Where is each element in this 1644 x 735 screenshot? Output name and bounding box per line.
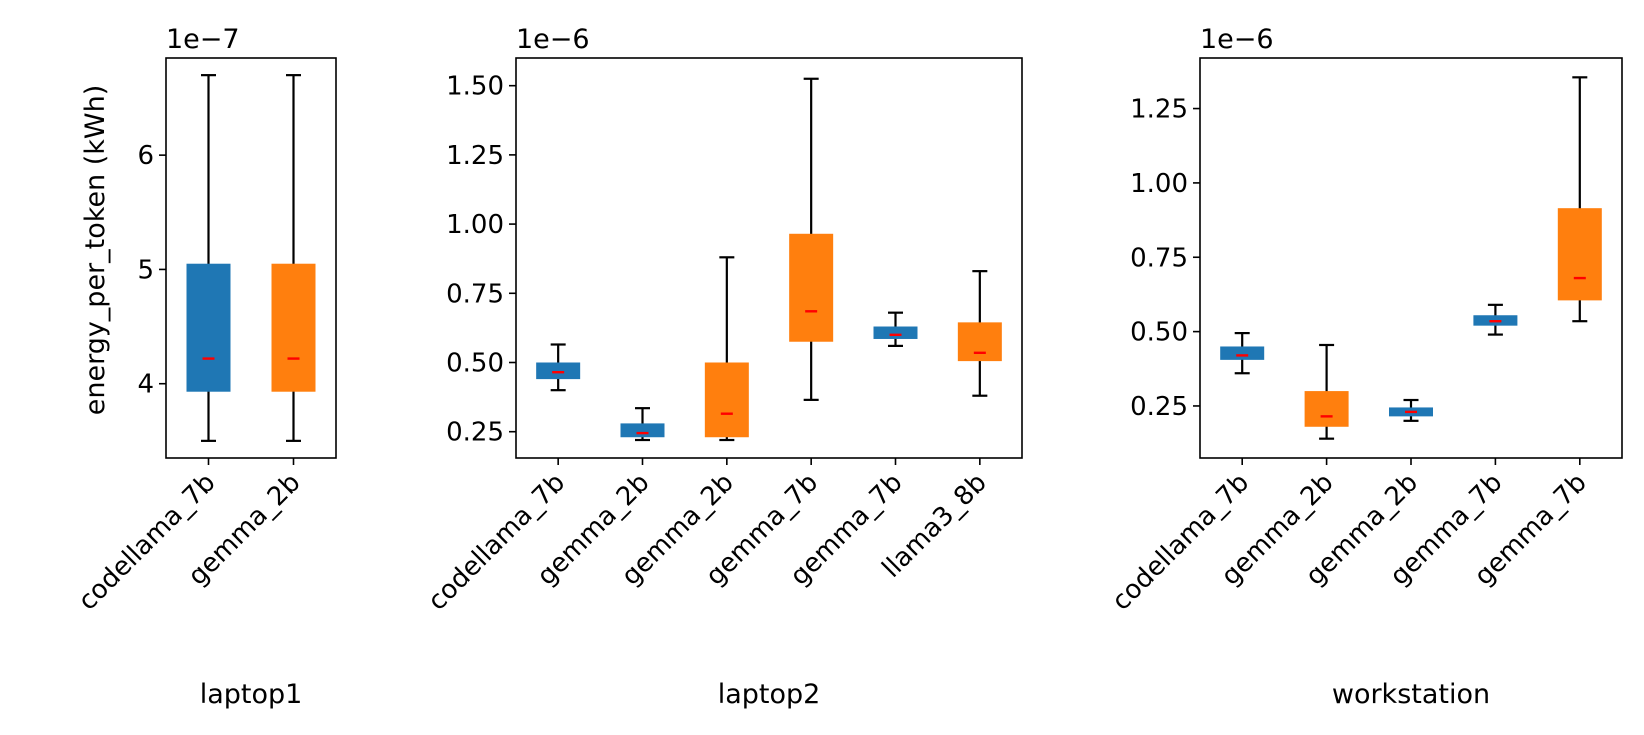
x-axis-label: workstation — [1332, 679, 1490, 710]
box-codellama_7b — [536, 343, 581, 392]
box-gemma_7b — [1557, 76, 1602, 323]
y-tick-label: 1.00 — [1130, 169, 1188, 199]
y-tick-label: 0.75 — [1130, 243, 1188, 273]
y-tick-label: 0.25 — [1130, 392, 1188, 422]
box-iqr — [536, 362, 581, 380]
y-tick-label: 4 — [137, 370, 154, 400]
box-gemma_2b — [704, 256, 749, 442]
scale-offset-label: 1e−6 — [1200, 24, 1274, 55]
x-tick-label: codellama_7b — [73, 468, 222, 617]
axes-frame — [515, 57, 1023, 459]
box-llama3_8b — [957, 270, 1002, 397]
y-axis-label: energy_per_token (kWh) — [80, 85, 111, 416]
box-codellama_7b — [186, 74, 231, 442]
panel-laptop1: 4561e−7codellama_7bgemma_2blaptop1energy… — [73, 24, 337, 710]
box-gemma_2b — [271, 74, 316, 442]
y-tick-label: 6 — [137, 141, 154, 171]
box-iqr — [957, 322, 1002, 362]
axes-frame — [165, 57, 337, 459]
box-iqr — [873, 326, 918, 339]
box-gemma_2b — [620, 407, 665, 442]
x-axis-label: laptop1 — [200, 679, 303, 710]
box-gemma_7b — [789, 77, 834, 401]
box-codellama_7b — [1220, 331, 1265, 375]
panel-laptop2: 0.25 0.50 0.75 1.00 1.25 1.50 1e−6 codellama_7b… — [422, 24, 1023, 710]
y-tick-label: 1.25 — [1130, 95, 1188, 125]
box-iqr — [1304, 391, 1349, 427]
box-gemma_7b — [873, 311, 918, 347]
box-iqr — [789, 233, 834, 342]
x-tick-label: codellama_7b — [422, 468, 571, 617]
y-tick-label: 1.25 — [446, 141, 504, 171]
box-iqr — [271, 263, 316, 392]
box-gemma_2b — [1389, 398, 1433, 422]
x-axis-label: laptop2 — [718, 679, 821, 710]
y-tick-label: 0.50 — [1130, 318, 1188, 348]
panel-workstation: 0.250.500.751.001.251e−6codellama_7bgemm… — [1106, 24, 1623, 710]
box-iqr — [1220, 346, 1265, 360]
box-iqr — [186, 263, 231, 392]
y-tick-label: 5 — [137, 255, 154, 285]
box-iqr — [704, 362, 749, 438]
box-gemma_7b — [1473, 303, 1518, 336]
box-iqr — [620, 423, 665, 438]
y-tick-label: 1.00 — [446, 210, 504, 240]
y-tick-label: 0.50 — [446, 348, 504, 378]
y-tick-label: 1.50 — [446, 72, 504, 102]
box-gemma_2b — [1304, 343, 1349, 440]
y-tick-label: 0.75 — [446, 279, 504, 309]
y-tick-label: 0.25 — [446, 418, 504, 448]
scale-offset-label: 1e−7 — [166, 24, 240, 55]
scale-offset-label: 1e−6 — [516, 24, 590, 55]
box-iqr — [1557, 208, 1602, 301]
x-tick-label: codellama_7b — [1106, 468, 1255, 617]
